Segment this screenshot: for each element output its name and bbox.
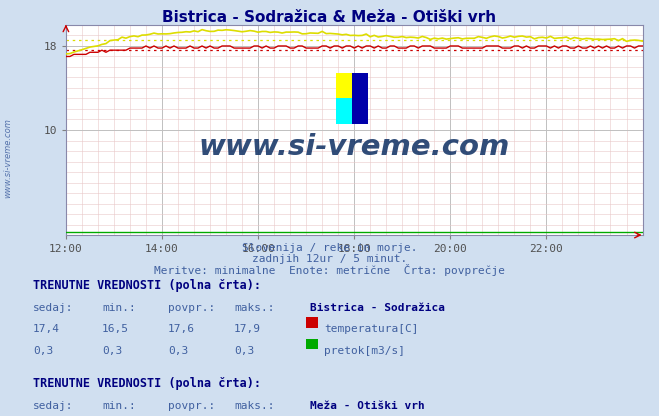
Text: Meža - Otiški vrh: Meža - Otiški vrh xyxy=(310,401,424,411)
Text: maks.:: maks.: xyxy=(234,303,274,313)
Text: www.si-vreme.com: www.si-vreme.com xyxy=(3,118,13,198)
Text: maks.:: maks.: xyxy=(234,401,274,411)
Text: 0,3: 0,3 xyxy=(234,346,254,356)
Text: Bistrica - Sodražica: Bistrica - Sodražica xyxy=(310,303,445,313)
Bar xyxy=(335,99,352,124)
Text: zadnjih 12ur / 5 minut.: zadnjih 12ur / 5 minut. xyxy=(252,254,407,264)
Text: TRENUTNE VREDNOSTI (polna črta):: TRENUTNE VREDNOSTI (polna črta): xyxy=(33,377,261,390)
Text: min.:: min.: xyxy=(102,401,136,411)
Text: 0,3: 0,3 xyxy=(33,346,53,356)
Text: 17,4: 17,4 xyxy=(33,324,60,334)
Text: temperatura[C]: temperatura[C] xyxy=(324,324,418,334)
Text: sedaj:: sedaj: xyxy=(33,303,73,313)
Text: TRENUTNE VREDNOSTI (polna črta):: TRENUTNE VREDNOSTI (polna črta): xyxy=(33,279,261,292)
Text: Slovenija / reke in morje.: Slovenija / reke in morje. xyxy=(242,243,417,253)
Text: 0,3: 0,3 xyxy=(102,346,123,356)
Text: povpr.:: povpr.: xyxy=(168,401,215,411)
Text: 17,9: 17,9 xyxy=(234,324,261,334)
Text: 0,3: 0,3 xyxy=(168,346,188,356)
Text: pretok[m3/s]: pretok[m3/s] xyxy=(324,346,405,356)
Text: sedaj:: sedaj: xyxy=(33,401,73,411)
Text: 16,5: 16,5 xyxy=(102,324,129,334)
Text: Bistrica - Sodražica & Meža - Otiški vrh: Bistrica - Sodražica & Meža - Otiški vrh xyxy=(162,10,497,25)
Bar xyxy=(335,73,352,99)
Text: Meritve: minimalne  Enote: metrične  Črta: povprečje: Meritve: minimalne Enote: metrične Črta:… xyxy=(154,264,505,276)
Text: 17,6: 17,6 xyxy=(168,324,195,334)
Text: povpr.:: povpr.: xyxy=(168,303,215,313)
Text: min.:: min.: xyxy=(102,303,136,313)
Text: www.si-vreme.com: www.si-vreme.com xyxy=(198,133,510,161)
Bar xyxy=(352,73,368,124)
